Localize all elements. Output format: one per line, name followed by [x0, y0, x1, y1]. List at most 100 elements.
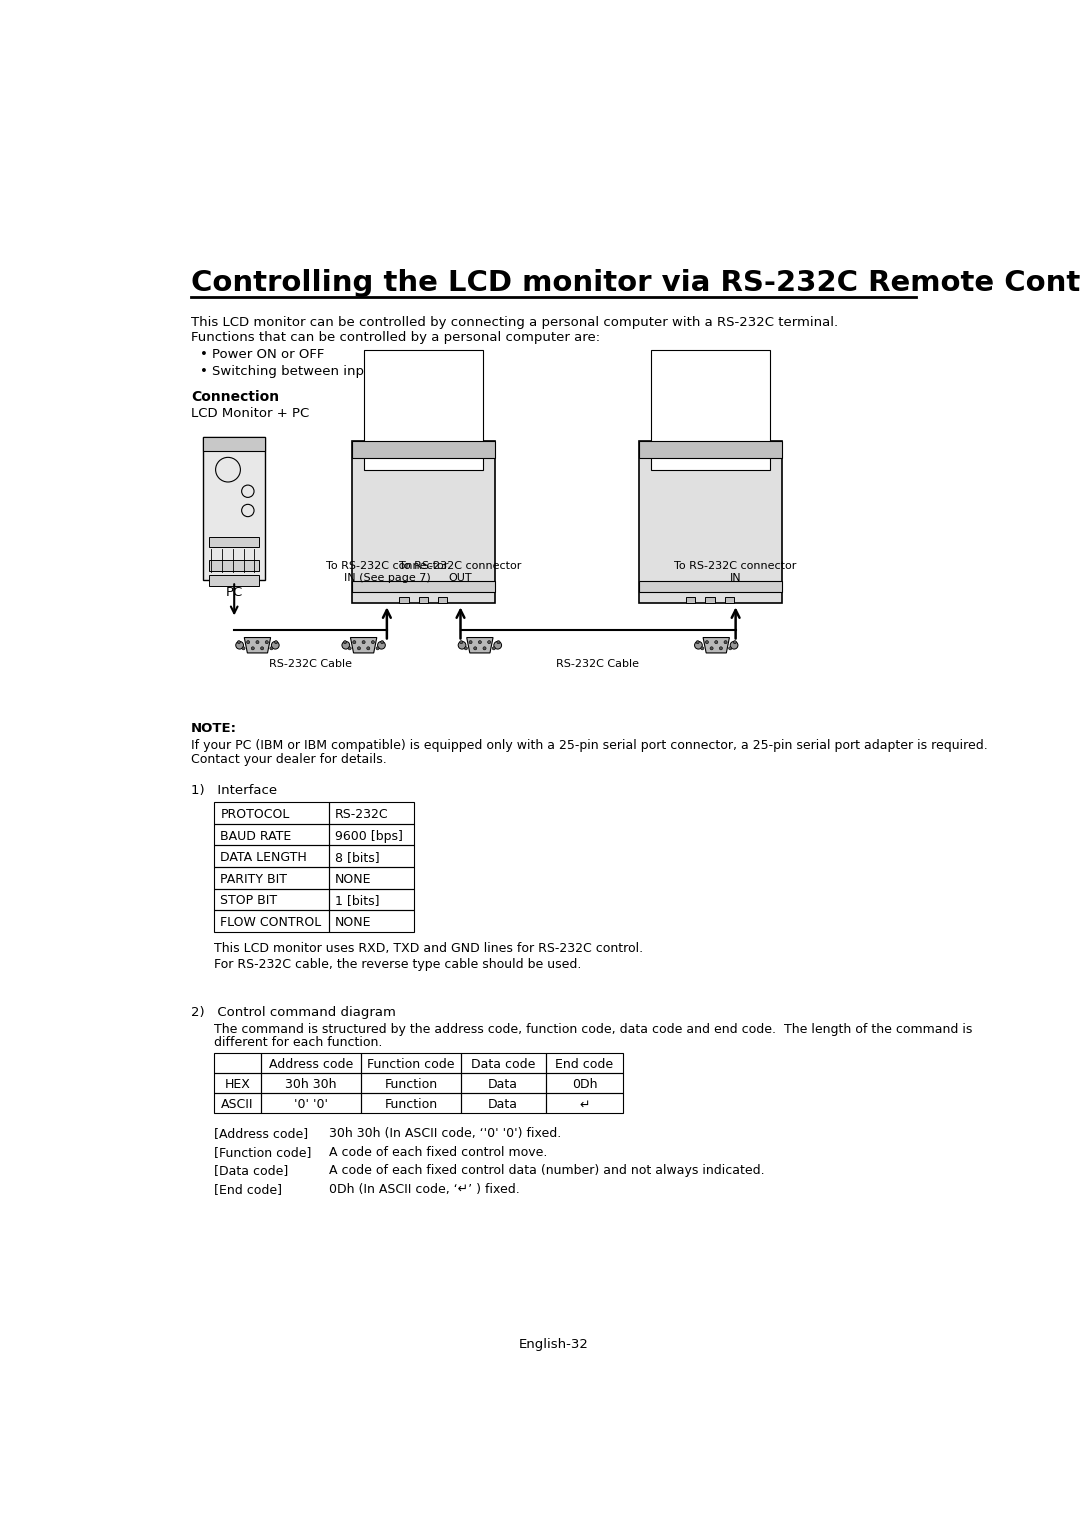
Text: Contact your dealer for details.: Contact your dealer for details. — [191, 753, 387, 767]
Circle shape — [235, 641, 243, 649]
Text: End code: End code — [555, 1058, 613, 1072]
Bar — [214, 1054, 260, 1073]
Bar — [214, 825, 328, 846]
Bar — [545, 1093, 623, 1113]
Bar — [328, 867, 414, 889]
Bar — [210, 536, 259, 548]
Bar — [214, 910, 328, 931]
Text: ASCII: ASCII — [221, 1098, 254, 1112]
Circle shape — [724, 641, 727, 644]
Text: STOP BIT: STOP BIT — [220, 895, 278, 907]
Text: 1 [bits]: 1 [bits] — [335, 895, 379, 907]
Text: NOTE:: NOTE: — [191, 722, 237, 734]
Polygon shape — [467, 638, 494, 654]
Text: RS-232C Cable: RS-232C Cable — [556, 660, 639, 669]
Circle shape — [697, 641, 699, 644]
Bar — [638, 441, 782, 603]
Circle shape — [701, 647, 704, 651]
Circle shape — [348, 647, 351, 651]
Circle shape — [492, 647, 496, 651]
Text: HEX: HEX — [225, 1078, 251, 1092]
Text: 2)   Control command diagram: 2) Control command diagram — [191, 1006, 395, 1019]
Text: PARITY BIT: PARITY BIT — [220, 873, 287, 886]
Text: different for each function.: different for each function. — [214, 1037, 382, 1049]
Circle shape — [271, 641, 279, 649]
Text: Controlling the LCD monitor via RS-232C Remote Control: Controlling the LCD monitor via RS-232C … — [191, 269, 1080, 298]
Polygon shape — [350, 638, 377, 654]
Text: To RS-232C connector: To RS-232C connector — [674, 560, 797, 571]
Text: BAUD RATE: BAUD RATE — [220, 829, 292, 843]
Bar — [214, 802, 328, 825]
Circle shape — [460, 641, 463, 644]
Text: The command is structured by the address code, function code, data code and end : The command is structured by the address… — [214, 1023, 972, 1035]
Text: A code of each fixed control move.: A code of each fixed control move. — [328, 1145, 548, 1159]
Bar — [352, 441, 496, 458]
Circle shape — [710, 647, 713, 651]
Text: This LCD monitor uses RXD, TXD and GND lines for RS-232C control.: This LCD monitor uses RXD, TXD and GND l… — [214, 942, 644, 956]
Bar — [260, 1073, 362, 1093]
Circle shape — [342, 641, 350, 649]
Circle shape — [730, 641, 738, 649]
Bar — [686, 597, 696, 603]
Text: Connection: Connection — [191, 389, 279, 403]
Text: •: • — [200, 348, 208, 360]
Circle shape — [478, 641, 482, 644]
Bar — [352, 582, 496, 592]
Circle shape — [380, 641, 383, 644]
Circle shape — [694, 641, 702, 649]
Bar — [214, 889, 328, 910]
Bar — [328, 889, 414, 910]
Circle shape — [266, 641, 268, 644]
Text: Power ON or OFF: Power ON or OFF — [213, 348, 325, 360]
Bar — [214, 1093, 260, 1113]
Bar — [725, 597, 734, 603]
Bar — [203, 437, 266, 450]
Bar — [260, 1093, 362, 1113]
Text: OUT: OUT — [448, 573, 472, 583]
Text: FLOW CONTROL: FLOW CONTROL — [220, 916, 322, 928]
Circle shape — [367, 647, 369, 651]
Text: English-32: English-32 — [518, 1338, 589, 1351]
Circle shape — [469, 641, 472, 644]
Text: Data: Data — [488, 1098, 518, 1112]
Text: 0Dh (In ASCII code, ‘↵’ ) fixed.: 0Dh (In ASCII code, ‘↵’ ) fixed. — [328, 1183, 519, 1196]
Bar — [328, 825, 414, 846]
Text: This LCD monitor can be controlled by connecting a personal computer with a RS-2: This LCD monitor can be controlled by co… — [191, 316, 838, 328]
Text: A code of each fixed control data (number) and not always indicated.: A code of each fixed control data (numbe… — [328, 1164, 765, 1177]
Text: PC: PC — [226, 586, 243, 599]
Bar — [364, 350, 483, 470]
Text: NONE: NONE — [335, 916, 372, 928]
Circle shape — [362, 641, 365, 644]
Bar — [203, 437, 266, 580]
Circle shape — [733, 641, 737, 644]
Circle shape — [260, 647, 264, 651]
Bar — [214, 867, 328, 889]
Bar — [705, 597, 715, 603]
Circle shape — [715, 641, 718, 644]
Circle shape — [474, 647, 476, 651]
Bar — [419, 597, 428, 603]
Text: Function code: Function code — [367, 1058, 455, 1072]
Bar — [210, 576, 259, 586]
Text: Address code: Address code — [269, 1058, 353, 1072]
Text: To RS-232C connector: To RS-232C connector — [400, 560, 522, 571]
Text: To RS-232C connector: To RS-232C connector — [326, 560, 448, 571]
Text: [Function code]: [Function code] — [214, 1145, 311, 1159]
Circle shape — [719, 647, 723, 651]
Circle shape — [246, 641, 249, 644]
Bar — [352, 441, 496, 603]
Text: Function: Function — [384, 1098, 437, 1112]
Circle shape — [458, 641, 465, 649]
Bar — [362, 1073, 460, 1093]
Bar — [460, 1054, 545, 1073]
Bar — [362, 1093, 460, 1113]
Circle shape — [378, 641, 386, 649]
Circle shape — [705, 641, 708, 644]
Circle shape — [483, 647, 486, 651]
Circle shape — [729, 647, 732, 651]
Text: ↵: ↵ — [579, 1098, 590, 1112]
Bar — [460, 1073, 545, 1093]
Bar — [362, 1054, 460, 1073]
Text: 30h 30h (In ASCII code, ‘'0' '0') fixed.: 30h 30h (In ASCII code, ‘'0' '0') fixed. — [328, 1127, 561, 1141]
Circle shape — [343, 641, 347, 644]
